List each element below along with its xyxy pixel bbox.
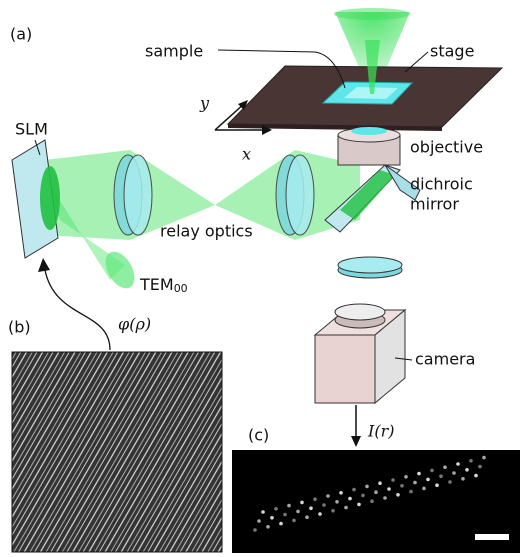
objective-lens (351, 127, 387, 135)
spot (404, 475, 408, 479)
spot (448, 480, 452, 484)
spot (383, 496, 387, 500)
spot (331, 509, 335, 513)
spot (387, 487, 391, 491)
spot (474, 474, 478, 478)
spot (261, 510, 265, 514)
spot (413, 481, 417, 485)
stage-label: stage (430, 42, 474, 61)
spot (422, 487, 426, 491)
spot (374, 490, 378, 494)
spot (305, 515, 309, 519)
spot (352, 488, 356, 492)
spot (326, 494, 330, 498)
spot (417, 472, 421, 476)
spot (322, 503, 326, 507)
spot (400, 484, 404, 488)
spot (409, 490, 413, 494)
tem-label: TEM00 (139, 275, 188, 296)
hologram (12, 352, 222, 552)
spot (478, 465, 482, 469)
sample-label: sample (145, 42, 203, 61)
filter-top (338, 257, 402, 273)
spot (292, 519, 296, 523)
panel-label: (b) (8, 318, 31, 337)
arrow (351, 436, 361, 447)
spot (348, 497, 352, 501)
spot (391, 478, 395, 482)
slm-label: SLM (15, 120, 48, 139)
panel-label: (c) (248, 426, 269, 445)
spot (253, 528, 257, 532)
spot (283, 513, 287, 517)
panel-label: (a) (10, 25, 32, 44)
figure: (a) sample stage y x SLM relay optics TE… (0, 0, 524, 557)
spot (378, 481, 382, 485)
spot (257, 519, 261, 523)
phase-label: φ(ρ) (118, 315, 151, 334)
spot (361, 494, 365, 498)
spot (318, 512, 322, 516)
spot (339, 491, 343, 495)
axis-label: x (242, 145, 251, 164)
spot (274, 507, 278, 511)
slm-spot (40, 166, 60, 230)
spot (335, 500, 339, 504)
camera-label: camera (415, 350, 475, 369)
axis-label: y (199, 94, 210, 113)
spot (344, 506, 348, 510)
dichroic-label: dichroic (410, 175, 473, 194)
dichroic-label: mirror (410, 195, 459, 214)
arrow (38, 258, 50, 272)
objective-label: objective (410, 138, 483, 157)
spot (482, 456, 486, 460)
spot (357, 503, 361, 507)
spot (435, 483, 439, 487)
spot (279, 522, 283, 526)
spot (270, 516, 274, 520)
spot (309, 506, 313, 510)
camera-front (315, 335, 375, 403)
spot (313, 497, 317, 501)
spot (287, 504, 291, 508)
relay-label: relay optics (160, 222, 253, 241)
camera-lens-top (335, 304, 385, 320)
spot (456, 462, 460, 466)
lens (124, 155, 152, 235)
spot (300, 501, 304, 505)
beam-top (334, 8, 410, 20)
scale-bar (475, 534, 509, 540)
spot (365, 485, 369, 489)
spot (439, 474, 443, 478)
spot (452, 471, 456, 475)
spot (370, 499, 374, 503)
spot (461, 477, 465, 481)
camera-image (232, 450, 520, 553)
tem-base: TEM (139, 275, 174, 294)
spot (266, 525, 270, 529)
intensity-label: I(r) (367, 422, 394, 441)
tem-sub: 00 (174, 282, 188, 295)
spot (430, 469, 434, 473)
spot (426, 478, 430, 482)
spot (443, 465, 447, 469)
arrow-line (45, 270, 110, 350)
spot (469, 459, 473, 463)
lens (286, 155, 314, 235)
spot (296, 510, 300, 514)
spot (396, 493, 400, 497)
spot (465, 468, 469, 472)
